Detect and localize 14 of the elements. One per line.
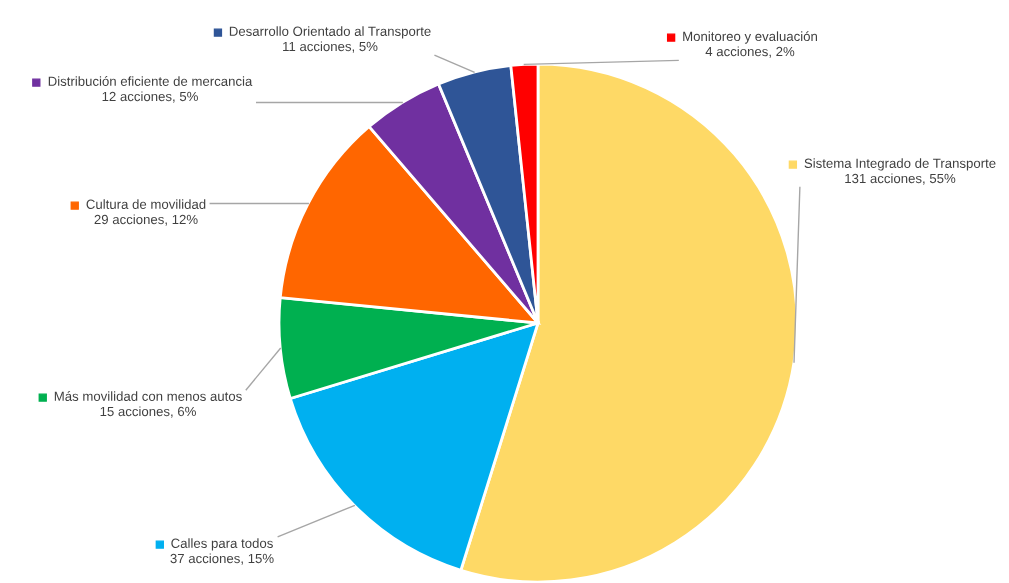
data-label: 131 acciones, 55% bbox=[845, 173, 956, 185]
data-label: 12 acciones, 5% bbox=[102, 91, 198, 103]
legend-label: Más movilidad con menos autos bbox=[54, 391, 242, 401]
data-label: 11 acciones, 5% bbox=[283, 41, 378, 53]
legend-label: Desarrollo Orientado al Transporte bbox=[229, 26, 431, 39]
legend-label: Sistema Integrado de Transporte bbox=[804, 158, 996, 171]
legend-label: Calles para todos bbox=[171, 538, 273, 551]
legend-label: Monitoreo y evaluación bbox=[683, 31, 817, 44]
data-label: 4 acciones, 2% bbox=[705, 46, 795, 58]
data-label: 15 acciones, 6% bbox=[100, 406, 196, 418]
data-label: 29 acciones, 12% bbox=[94, 214, 198, 226]
legend-label: Distribución eficiente de mercancia bbox=[48, 76, 253, 86]
legend-label: Cultura de movilidad bbox=[86, 199, 206, 209]
data-label: 37 acciones, 15% bbox=[170, 553, 274, 565]
